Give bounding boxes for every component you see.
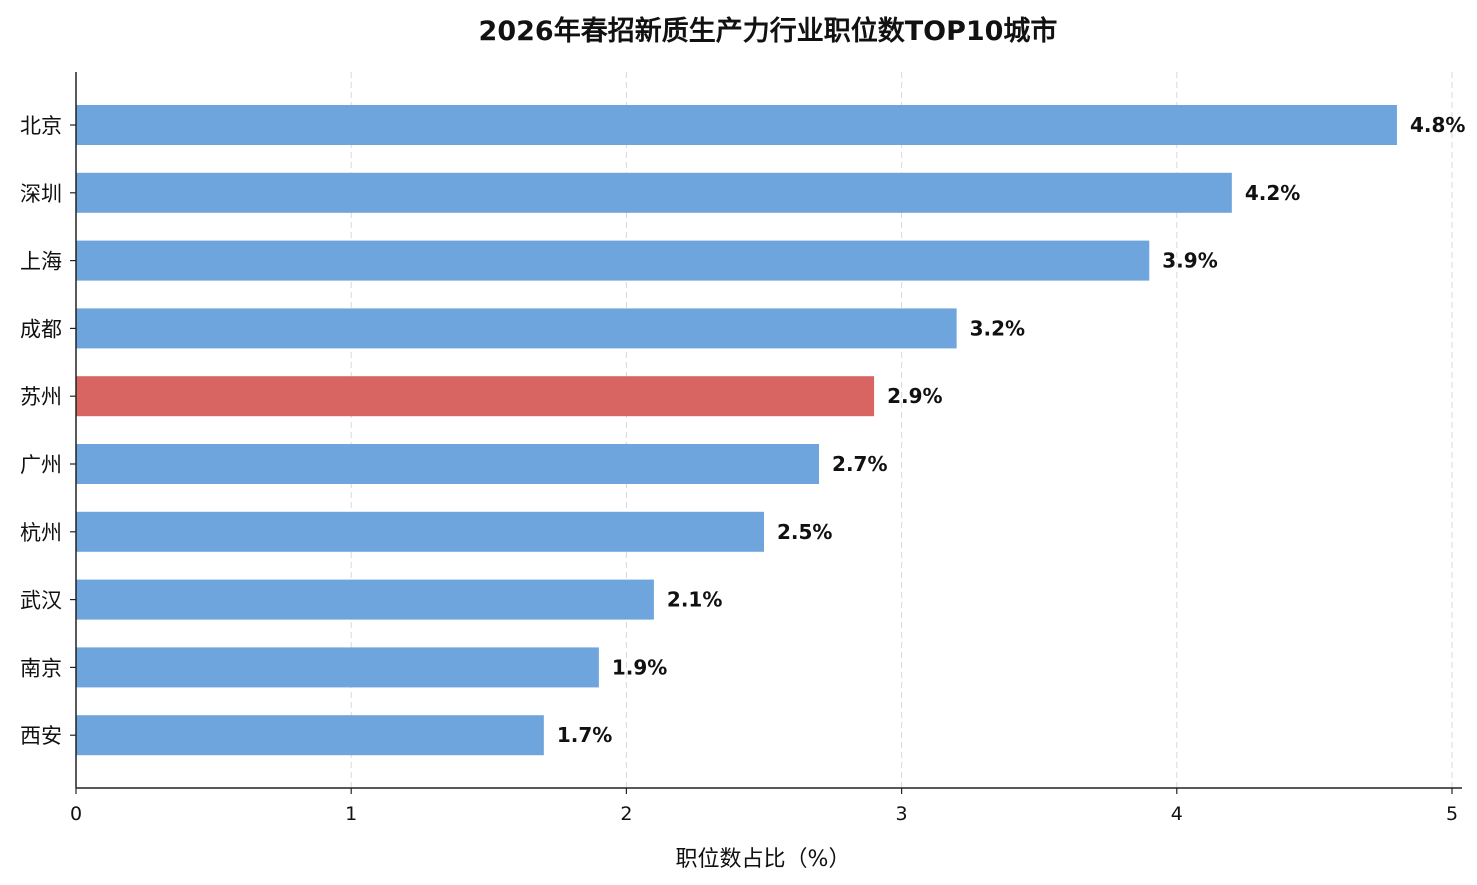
category-label: 西安 xyxy=(20,724,62,748)
category-label: 武汉 xyxy=(20,589,62,613)
bars xyxy=(76,105,1397,756)
labels: 0 1 2 3 4 5 北京 4.8% 深圳 4.2% 上海 3.9% 成都 3.2% 苏州 2.9% 广州 2.… xyxy=(20,113,1465,825)
value-label: 3.2% xyxy=(970,316,1025,340)
bar xyxy=(76,511,764,552)
category-label: 南京 xyxy=(20,656,62,680)
bar xyxy=(76,105,1397,145)
bar xyxy=(76,240,1150,281)
bar xyxy=(76,579,654,620)
category-label: 上海 xyxy=(20,250,62,274)
chart-title: 2026年春招新质生产力行业职位数TOP10城市 xyxy=(479,15,1058,47)
bar xyxy=(76,308,957,349)
category-label: 北京 xyxy=(20,114,62,138)
category-label: 成都 xyxy=(20,317,62,341)
value-label: 2.9% xyxy=(887,384,942,408)
value-label: 1.7% xyxy=(557,723,612,747)
value-label: 2.5% xyxy=(777,520,832,544)
bar xyxy=(76,376,875,417)
x-tick-label: 5 xyxy=(1446,803,1458,825)
x-tick-label: 1 xyxy=(345,803,357,825)
value-label: 4.2% xyxy=(1245,181,1300,205)
x-tick-label: 2 xyxy=(620,803,632,825)
axes xyxy=(70,72,1462,794)
value-label: 2.7% xyxy=(832,452,887,476)
x-tick-label: 0 xyxy=(70,803,82,825)
value-label: 3.9% xyxy=(1162,249,1217,273)
value-label: 1.9% xyxy=(612,655,667,679)
x-tick-label: 3 xyxy=(896,803,908,825)
x-tick-label: 4 xyxy=(1171,803,1183,825)
bar xyxy=(76,715,544,756)
category-label: 深圳 xyxy=(20,182,62,206)
category-label: 杭州 xyxy=(20,521,62,545)
x-axis-label: 职位数占比（%） xyxy=(676,847,851,872)
value-label: 4.8% xyxy=(1410,113,1465,137)
category-label: 广州 xyxy=(20,453,62,477)
value-label: 2.1% xyxy=(667,588,722,612)
bar xyxy=(76,172,1232,213)
category-label: 苏州 xyxy=(20,385,62,409)
bar xyxy=(76,647,599,688)
bar xyxy=(76,444,820,484)
